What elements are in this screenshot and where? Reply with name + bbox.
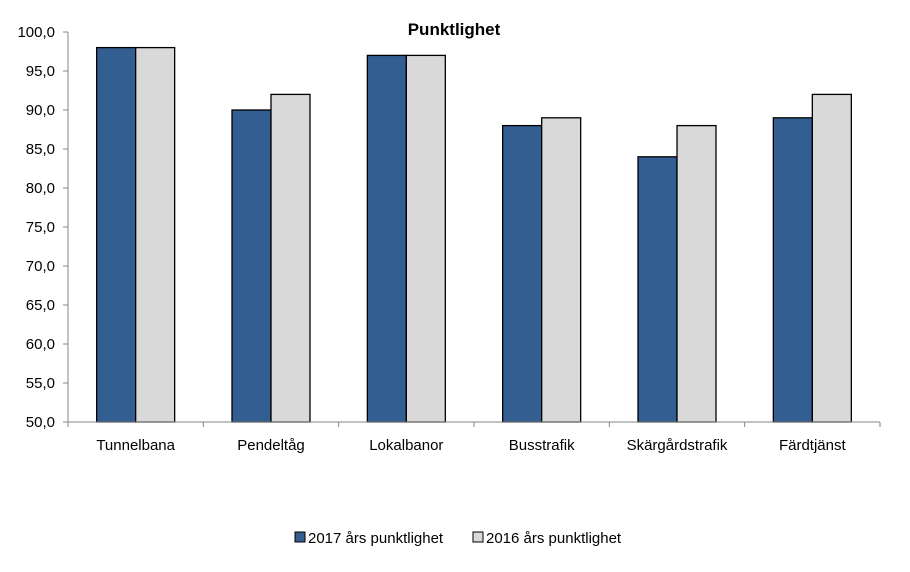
y-tick-label: 80,0: [26, 180, 55, 197]
bar-series-1: [502, 124, 543, 423]
y-tick-label: 90,0: [26, 102, 55, 119]
legend-label: 2017 års punktlighet: [308, 530, 444, 547]
y-tick-label: 60,0: [26, 336, 55, 353]
bar-series-1: [772, 117, 813, 423]
y-tick-label: 70,0: [26, 258, 55, 275]
bar-series-2: [541, 117, 582, 423]
bar-series-1: [231, 109, 272, 423]
y-tick-label: 95,0: [26, 63, 55, 80]
x-tick-label: Tunnelbana: [96, 437, 175, 454]
y-tick-label: 55,0: [26, 375, 55, 392]
bars: [96, 46, 852, 423]
x-axis: Tunnelbana Pendeltåg Lokalbanor Busstrafik S…: [67, 421, 881, 454]
y-tick-label: 85,0: [26, 141, 55, 158]
bar-series-2: [811, 93, 852, 423]
x-tick-label: Färdtjänst: [779, 437, 847, 454]
bar-series-1: [96, 46, 137, 423]
y-axis: 50,0 55,0 60,0 65,0 70,0 75,0 80,0 85,0 90,0 95,0…: [17, 24, 69, 431]
chart-title: Punktlighet: [408, 20, 501, 39]
y-tick-label: 100,0: [17, 24, 55, 41]
x-tick-label: Lokalbanor: [369, 437, 443, 454]
bar-series-1: [366, 54, 407, 423]
y-tick-label: 75,0: [26, 219, 55, 236]
bar-series-2: [135, 46, 176, 423]
bar-series-2: [676, 124, 717, 423]
y-tick-label: 50,0: [26, 414, 55, 431]
bar-series-2: [270, 93, 311, 423]
y-tick-label: 65,0: [26, 297, 55, 314]
legend-swatch: [472, 531, 484, 543]
x-tick-label: Skärgårdstrafik: [627, 437, 728, 454]
bar-series-1: [637, 156, 678, 423]
legend-label: 2016 års punktlighet: [486, 530, 622, 547]
legend: 2017 års punktlighet 2016 års punktlighet: [294, 530, 622, 547]
legend-swatch: [294, 531, 306, 543]
bar-series-2: [405, 54, 446, 423]
x-tick-label: Busstrafik: [509, 437, 575, 454]
x-tick-label: Pendeltåg: [237, 437, 305, 454]
